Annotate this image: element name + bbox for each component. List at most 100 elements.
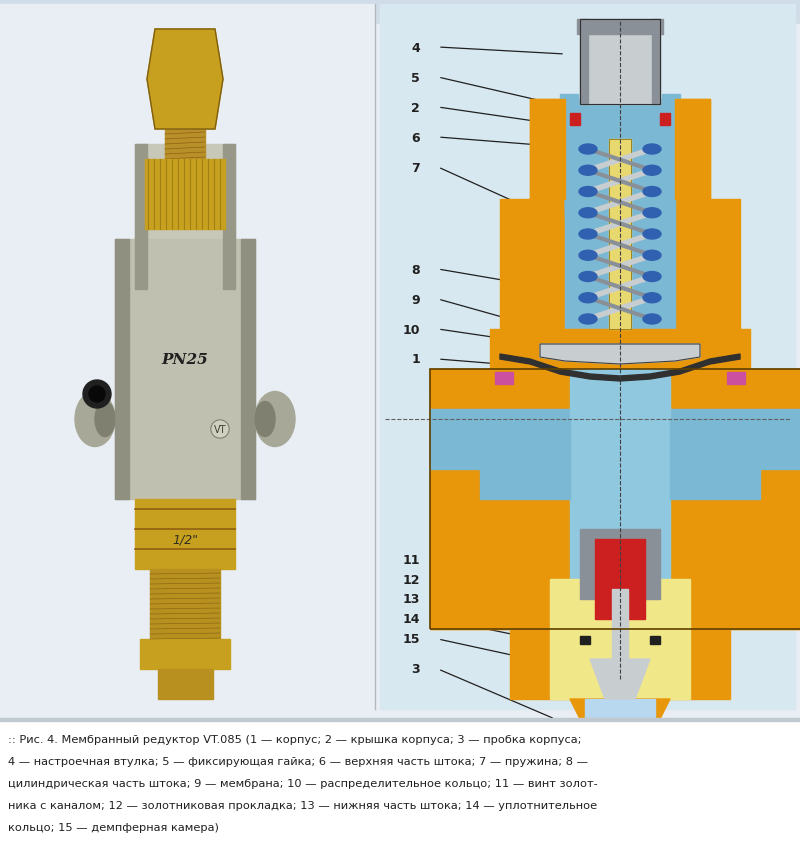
- Ellipse shape: [643, 230, 661, 240]
- Polygon shape: [570, 699, 670, 749]
- Text: 2: 2: [411, 101, 420, 115]
- Bar: [430, 370, 800, 630]
- Bar: [0, 719, 800, 844]
- Bar: [430, 370, 800, 390]
- Ellipse shape: [579, 208, 597, 219]
- Text: 4 — настроечная втулка; 5 — фиксирующая гайка; 6 — верхняя часть штока; 7 — пруж: 4 — настроечная втулка; 5 — фиксирующая …: [8, 756, 588, 766]
- Bar: [652, 20, 660, 105]
- Polygon shape: [147, 30, 223, 130]
- Bar: [595, 539, 645, 619]
- Bar: [430, 370, 800, 630]
- Bar: [670, 419, 760, 500]
- Bar: [580, 636, 590, 644]
- Bar: [150, 570, 220, 639]
- Text: 3: 3: [411, 663, 420, 676]
- Bar: [680, 100, 710, 200]
- Bar: [609, 140, 631, 330]
- Bar: [675, 100, 710, 200]
- Bar: [510, 570, 730, 699]
- Text: 13: 13: [402, 592, 420, 606]
- Ellipse shape: [255, 392, 295, 447]
- Bar: [500, 200, 740, 370]
- Text: 7: 7: [411, 161, 420, 175]
- Ellipse shape: [643, 251, 661, 261]
- Ellipse shape: [643, 272, 661, 282]
- Bar: [450, 399, 790, 599]
- Text: PN25: PN25: [162, 353, 208, 366]
- Bar: [650, 636, 660, 644]
- Polygon shape: [490, 200, 750, 380]
- Ellipse shape: [255, 402, 275, 437]
- Ellipse shape: [579, 272, 597, 282]
- Text: 11: 11: [402, 553, 420, 565]
- Bar: [165, 130, 205, 160]
- Bar: [550, 579, 690, 699]
- Bar: [565, 100, 675, 200]
- Bar: [577, 20, 663, 35]
- Bar: [241, 240, 255, 500]
- Bar: [480, 419, 570, 500]
- Bar: [430, 370, 570, 630]
- Bar: [565, 200, 675, 370]
- Bar: [560, 100, 680, 200]
- Ellipse shape: [643, 315, 661, 325]
- Bar: [158, 669, 213, 699]
- Bar: [135, 145, 235, 289]
- Polygon shape: [565, 200, 675, 380]
- Bar: [145, 160, 225, 230]
- Ellipse shape: [643, 187, 661, 197]
- Bar: [450, 399, 790, 599]
- Bar: [570, 370, 670, 630]
- Bar: [670, 409, 800, 469]
- Bar: [0, 25, 800, 724]
- Bar: [660, 114, 670, 126]
- Bar: [380, 5, 795, 709]
- Bar: [609, 140, 631, 330]
- Text: цилиндрическая часть штока; 9 — мембрана; 10 — распределительное кольцо; 11 — ви: цилиндрическая часть штока; 9 — мембрана…: [8, 778, 598, 788]
- Text: ника с каналом; 12 — золотниковая прокладка; 13 — нижняя часть штока; 14 — уплот: ника с каналом; 12 — золотниковая прокла…: [8, 800, 597, 810]
- Bar: [0, 5, 375, 709]
- Bar: [585, 699, 655, 749]
- Text: 8: 8: [411, 263, 420, 276]
- Bar: [530, 100, 560, 200]
- Text: 1: 1: [411, 353, 420, 366]
- Text: 14: 14: [402, 613, 420, 625]
- Text: VT: VT: [214, 425, 226, 435]
- Bar: [530, 100, 565, 200]
- Bar: [580, 20, 660, 105]
- Ellipse shape: [579, 315, 597, 325]
- Ellipse shape: [579, 251, 597, 261]
- Text: :: Рис. 4. Мембранный редуктор VT.085 (1 — корпус; 2 — крышка корпуса; 3 — пробк: :: Рис. 4. Мембранный редуктор VT.085 (1…: [8, 734, 582, 744]
- Bar: [727, 372, 745, 385]
- Ellipse shape: [579, 294, 597, 303]
- Polygon shape: [500, 354, 740, 381]
- Bar: [570, 114, 580, 126]
- Text: кольцо; 15 — демпферная камера): кольцо; 15 — демпферная камера): [8, 822, 219, 832]
- Ellipse shape: [95, 402, 115, 437]
- Bar: [570, 370, 670, 630]
- Text: 15: 15: [402, 633, 420, 646]
- Bar: [580, 20, 660, 105]
- Polygon shape: [560, 95, 680, 115]
- Polygon shape: [540, 344, 700, 365]
- Bar: [435, 399, 800, 479]
- Bar: [612, 589, 628, 679]
- Ellipse shape: [579, 187, 597, 197]
- Bar: [135, 145, 147, 289]
- Text: 9: 9: [411, 293, 420, 306]
- Bar: [670, 370, 800, 630]
- Bar: [430, 409, 570, 469]
- Bar: [490, 330, 750, 380]
- Ellipse shape: [75, 392, 115, 447]
- Bar: [135, 500, 235, 570]
- Bar: [223, 145, 235, 289]
- Ellipse shape: [643, 145, 661, 154]
- Ellipse shape: [579, 145, 597, 154]
- Ellipse shape: [579, 166, 597, 176]
- Bar: [140, 639, 230, 669]
- Text: 12: 12: [402, 573, 420, 586]
- Ellipse shape: [83, 381, 111, 408]
- Bar: [580, 20, 588, 105]
- Ellipse shape: [643, 208, 661, 219]
- Text: 5: 5: [411, 72, 420, 84]
